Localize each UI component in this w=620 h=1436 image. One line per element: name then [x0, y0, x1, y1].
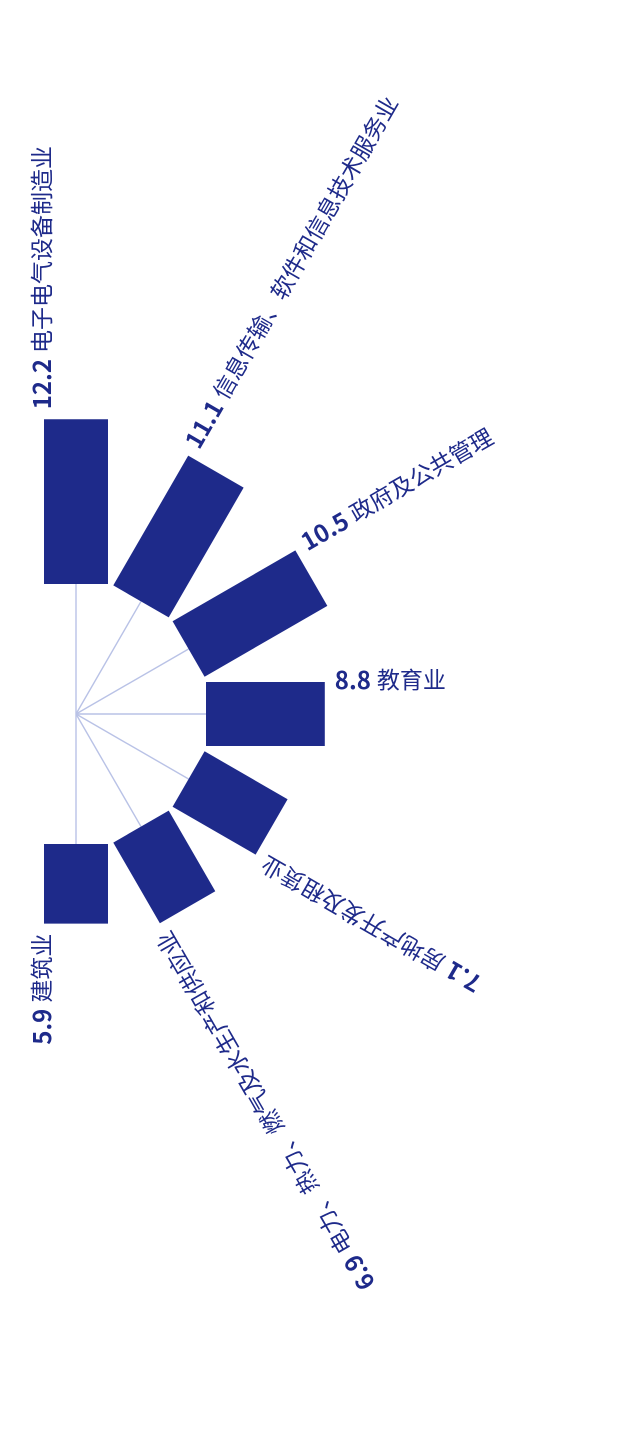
bar — [173, 751, 288, 854]
bar-label: 12.2 电子电气设备制造业 — [23, 146, 58, 409]
bar-label: 7.1房地产开发及租赁业 — [254, 848, 487, 1003]
bar-label: 11.1信息传输、软件和信息技术服务业 — [175, 89, 406, 454]
bar-category: 教育业 — [377, 661, 446, 695]
bar-value: 12.2 — [23, 359, 58, 409]
bar — [44, 419, 108, 584]
bar-label: 8.8教育业 — [335, 661, 446, 696]
bar-label: 10.5政府及公共管理 — [293, 418, 499, 557]
bar — [44, 844, 108, 924]
bar-value: 11.1 — [175, 393, 230, 454]
bar-category: 房地产开发及租赁业 — [254, 848, 450, 981]
polar-bar-chart: 12.2电子电气设备制造业11.1信息传输、软件和信息技术服务业10.5政府及公… — [0, 0, 620, 1436]
spoke — [76, 714, 189, 779]
spoke — [76, 601, 141, 714]
bar-value: 8.8 — [335, 661, 371, 696]
bar-category: 建筑业 — [23, 934, 57, 1003]
bar-label: 6.9电力、热力、燃气及水生产和供应业 — [146, 925, 381, 1298]
bar-category: 信息传输、软件和信息技术服务业 — [203, 89, 405, 405]
bar-value: 5.9 — [23, 1009, 58, 1045]
spoke — [76, 649, 189, 714]
spoke — [76, 714, 141, 827]
bar-value: 10.5 — [293, 502, 354, 557]
bar-category: 电子电气设备制造业 — [23, 146, 57, 353]
bar — [113, 811, 215, 924]
bar-category: 电力、热力、燃气及水生产和供应业 — [147, 925, 360, 1261]
bar-label: 5.9 建筑业 — [23, 934, 58, 1045]
bar — [206, 682, 325, 746]
bar-category: 政府及公共管理 — [342, 419, 498, 529]
